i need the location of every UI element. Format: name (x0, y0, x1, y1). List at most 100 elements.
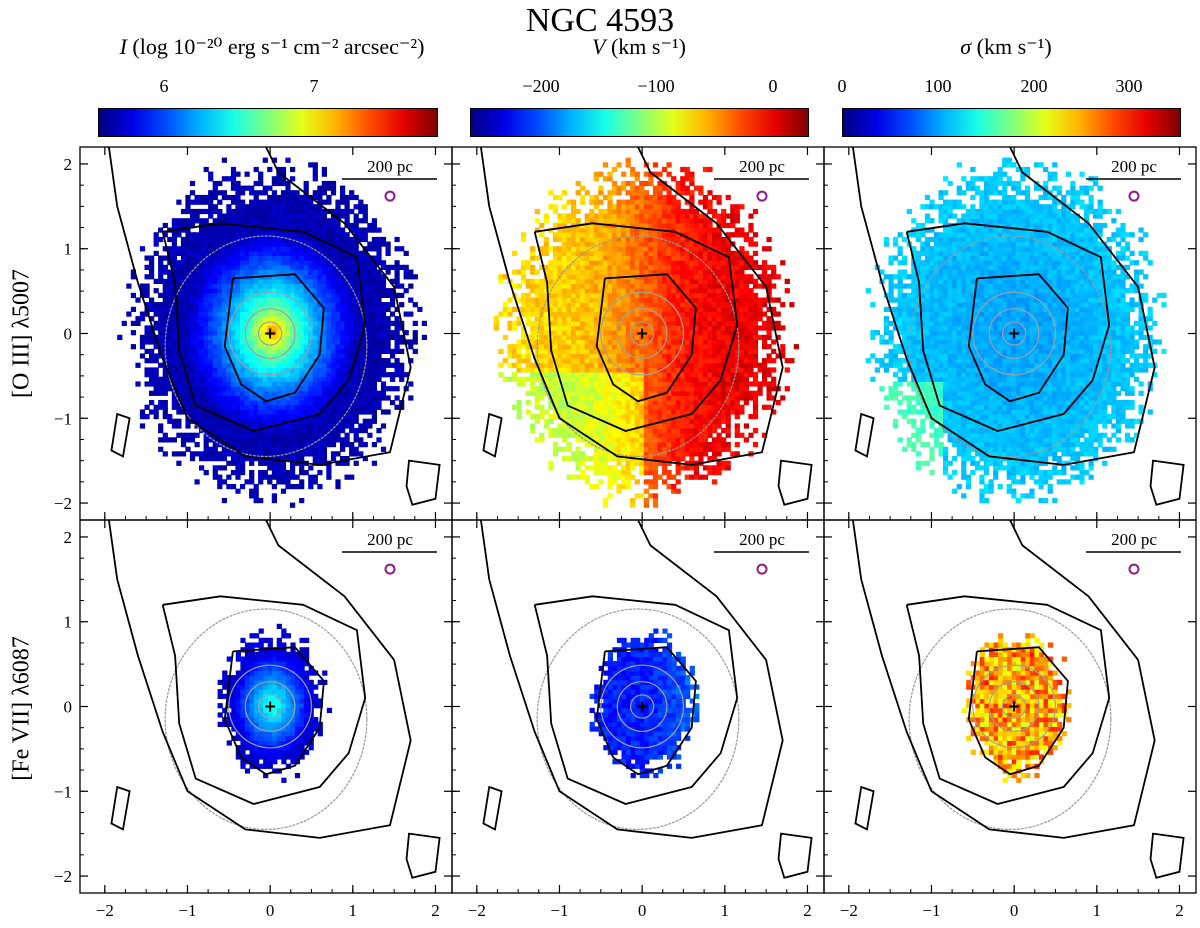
circle-marker (1128, 190, 1140, 202)
y-tick-label: 1 (64, 240, 73, 259)
contour-blob (405, 459, 441, 506)
center-marker (1009, 701, 1020, 712)
contour-line (161, 222, 367, 432)
y-tick-label: 1 (64, 613, 73, 632)
contour-blob (777, 459, 813, 506)
black-contours (480, 147, 813, 506)
colorbar-ticks-intensity: 6 7 (86, 76, 458, 98)
colorbar-tick: 6 (159, 76, 169, 96)
contour-line (967, 646, 1069, 776)
contour-blob (854, 785, 875, 831)
colorbar-tick: 0 (837, 76, 847, 96)
grey-contours (164, 235, 368, 458)
contour-line (223, 273, 325, 403)
grey-contours (164, 608, 368, 831)
y-tick-label: −1 (54, 409, 72, 428)
panel-1-0: 200 pc −2 −1 0 1 2 −2 −1 0 1 2 (54, 519, 453, 920)
contour-blob (1149, 459, 1185, 506)
contour-blob (405, 832, 441, 879)
grey-contours (536, 235, 740, 458)
heatmap-cells (493, 157, 799, 508)
circle-marker (1128, 563, 1140, 575)
contour-line (480, 520, 784, 839)
colorbar-tick: −100 (637, 76, 675, 96)
scale-bar-label: 200 pc (367, 157, 413, 176)
x-tick-label: −2 (468, 901, 486, 920)
panel-0-1: 200 pc (451, 146, 825, 521)
colorbar-tick: −200 (522, 76, 560, 96)
y-tick-label: −1 (54, 782, 72, 801)
x-tick-label: 1 (349, 901, 358, 920)
contour-line (533, 222, 739, 432)
contour-line (852, 147, 1156, 466)
heatmap-cells (217, 623, 332, 783)
scale-bar-label: 200 pc (367, 530, 413, 549)
colorbar-dispersion (842, 108, 1181, 137)
contour-blob (854, 412, 875, 458)
dispersion-unit: (km s⁻¹) (976, 34, 1052, 59)
x-tick-label: −1 (922, 901, 940, 920)
colorbar-label-velocity: V (km s⁻¹) (453, 34, 825, 60)
contour-blob (110, 412, 131, 458)
x-tick-label: 0 (638, 901, 647, 920)
black-contours (852, 147, 1185, 506)
contour-line (108, 520, 412, 839)
scale-bar-label: 200 pc (1111, 530, 1157, 549)
panel-1-1: 200 pc −2 −1 0 1 2 (451, 519, 825, 920)
colorbar-ticks-dispersion: 0 100 200 300 (820, 76, 1192, 98)
y-tick-label: −2 (54, 494, 72, 513)
x-tick-label: 1 (1093, 901, 1102, 920)
contour-line (108, 147, 412, 466)
contour-line (533, 595, 739, 805)
grey-contours (536, 608, 740, 831)
x-tick-label: 0 (1010, 901, 1019, 920)
colorbar-tick: 7 (309, 76, 319, 96)
velocity-unit: (km s⁻¹) (610, 34, 686, 59)
panel-0-2: 200 pc (823, 146, 1197, 521)
center-marker (265, 701, 276, 712)
contour-line (595, 646, 697, 776)
x-tick-label: −2 (96, 901, 114, 920)
grey-contours (908, 608, 1112, 831)
colorbar-tick: 100 (924, 76, 952, 96)
black-contours (108, 147, 441, 506)
panel-1-2: 200 pc −2 −1 0 1 2 (823, 519, 1197, 920)
center-marker (265, 328, 276, 339)
black-contours (480, 520, 813, 879)
colorbar-ticks-velocity: −200 −100 0 (453, 76, 825, 98)
intensity-symbol: I (119, 34, 127, 59)
scale-bar-label: 200 pc (1111, 157, 1157, 176)
x-tick-label: −1 (550, 901, 568, 920)
y-tick-label: 0 (64, 698, 73, 717)
circle-marker (756, 563, 768, 575)
colorbar-tick: 300 (1115, 76, 1143, 96)
y-tick-label: −2 (54, 867, 72, 886)
y-tick-label: 0 (64, 325, 73, 344)
x-tick-label: 2 (803, 901, 812, 920)
black-contours (852, 520, 1185, 879)
contour-blob (110, 785, 131, 831)
dispersion-symbol: σ (960, 34, 972, 59)
circle-marker (384, 190, 396, 202)
contour-blob (777, 832, 813, 879)
colorbar-tick: 0 (768, 76, 778, 96)
x-tick-label: 0 (266, 901, 275, 920)
x-tick-label: 2 (1175, 901, 1184, 920)
contour-line (852, 520, 1156, 839)
x-tick-label: −2 (840, 901, 858, 920)
circle-marker (756, 190, 768, 202)
y-tick-label: 2 (64, 155, 73, 174)
colorbar-label-dispersion: σ (km s⁻¹) (820, 34, 1192, 60)
colorbar-label-intensity: I (log 10⁻²⁰ erg s⁻¹ cm⁻² arcsec⁻²) (86, 34, 458, 60)
contour-blob (482, 412, 503, 458)
contour-line (223, 646, 325, 776)
heatmap-cells (865, 157, 1167, 504)
figure-title: NGC 4593 (525, 2, 675, 39)
contour-line (595, 273, 697, 403)
contour-blob (482, 785, 503, 831)
intensity-unit: (log 10⁻²⁰ erg s⁻¹ cm⁻² arcsec⁻²) (132, 34, 425, 59)
black-contours (108, 520, 441, 879)
heatmap-cells (589, 628, 700, 779)
center-marker (1009, 328, 1020, 339)
